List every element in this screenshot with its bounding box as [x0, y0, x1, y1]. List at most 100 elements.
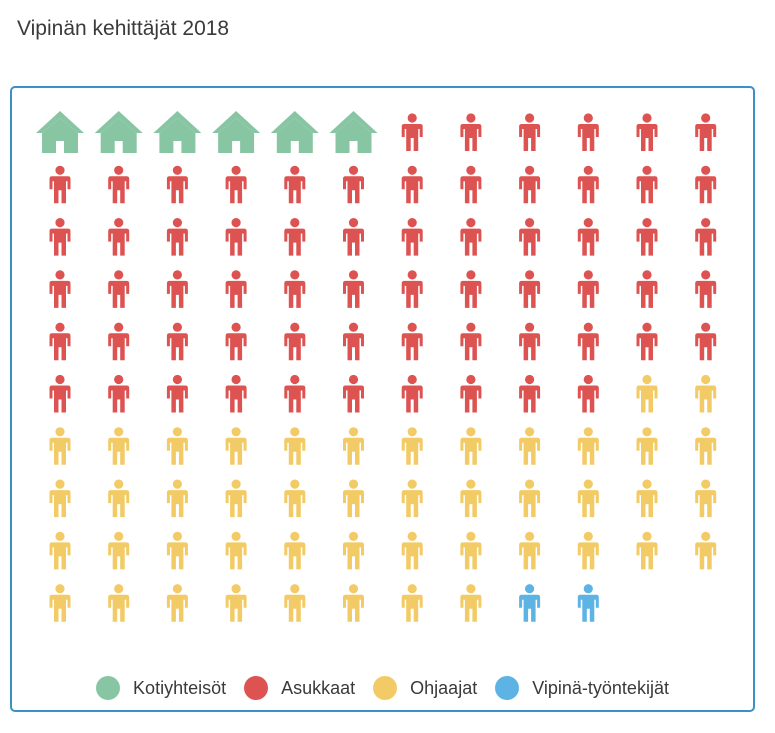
person-icon [225, 427, 247, 465]
person-icon [401, 322, 423, 361]
person-icon [577, 374, 599, 413]
person-icon [519, 584, 541, 622]
legend: Kotiyhteisöt Asukkaat Ohjaajat Vipinä-työnt… [12, 674, 753, 702]
person-icon [577, 270, 599, 308]
person-icon [166, 270, 188, 308]
person-icon [166, 584, 188, 622]
person-icon [577, 427, 599, 465]
legend-item[interactable]: Vipinä-työntekijät [495, 676, 669, 700]
house-icon [153, 111, 202, 153]
person-icon [166, 322, 188, 361]
person-icon [284, 584, 306, 622]
person-icon [401, 479, 423, 518]
person-icon [108, 218, 130, 256]
person-icon [108, 374, 130, 413]
person-icon [166, 479, 188, 518]
person-icon [460, 427, 482, 465]
person-icon [49, 322, 71, 361]
legend-item[interactable]: Ohjaajat [373, 676, 477, 700]
person-icon [108, 270, 130, 308]
person-icon [695, 113, 717, 151]
person-icon [577, 584, 599, 622]
chart-title: Vipinän kehittäjät 2018 [17, 17, 230, 40]
person-icon [49, 427, 71, 465]
person-icon [284, 322, 306, 361]
house-icon [36, 111, 84, 153]
person-icon [695, 531, 717, 570]
person-icon [519, 531, 541, 570]
person-icon [577, 322, 599, 361]
person-icon [284, 427, 306, 465]
person-icon [225, 322, 247, 361]
person-icon [460, 270, 482, 308]
person-icon [401, 218, 423, 256]
person-icon [284, 218, 306, 256]
person-icon [284, 479, 306, 518]
person-icon [577, 531, 599, 570]
house-icon [270, 111, 319, 153]
legend-swatch [495, 676, 520, 700]
person-icon [166, 427, 188, 465]
person-icon [519, 427, 541, 465]
person-icon [49, 479, 71, 518]
legend-swatch [96, 676, 121, 700]
person-icon [401, 270, 423, 308]
person-icon [343, 270, 364, 308]
person-icon [636, 113, 658, 151]
person-icon [519, 479, 541, 518]
legend-swatch [373, 676, 398, 700]
person-icon [695, 479, 717, 518]
person-icon [343, 322, 364, 361]
person-icon [401, 113, 423, 151]
person-icon [401, 584, 423, 622]
person-icon [225, 165, 247, 204]
person-icon [519, 165, 541, 204]
person-icon [108, 584, 130, 622]
legend-item[interactable]: Kotiyhteisöt [96, 676, 226, 700]
house-icon [329, 111, 378, 153]
person-icon [460, 479, 482, 518]
person-icon [519, 322, 541, 361]
person-icon [460, 113, 482, 151]
person-icon [401, 427, 423, 465]
person-icon [577, 218, 599, 256]
person-icon [460, 584, 482, 622]
person-icon [695, 270, 717, 308]
person-icon [343, 584, 364, 622]
legend-label: Ohjaajat [410, 677, 478, 698]
person-icon [284, 374, 306, 413]
person-icon [401, 165, 423, 204]
legend-label: Asukkaat [281, 677, 356, 698]
person-icon [636, 479, 658, 518]
person-icon [695, 165, 717, 204]
person-icon [577, 479, 599, 518]
person-icon [343, 479, 364, 518]
person-icon [519, 270, 541, 308]
person-icon [49, 270, 71, 308]
legend-item[interactable]: Asukkaat [244, 676, 355, 700]
person-icon [695, 322, 717, 361]
person-icon [343, 374, 364, 413]
person-icon [460, 322, 482, 361]
person-icon [343, 531, 364, 570]
person-icon [636, 270, 658, 308]
person-icon [695, 218, 717, 256]
person-icon [636, 165, 658, 204]
person-icon [108, 322, 130, 361]
person-icon [519, 113, 541, 151]
person-icon [225, 218, 247, 256]
person-icon [401, 374, 423, 413]
person-icon [166, 374, 188, 413]
person-icon [49, 584, 71, 622]
person-icon [49, 374, 71, 413]
person-icon [166, 531, 188, 570]
house-icon [94, 111, 143, 153]
person-icon [636, 218, 658, 256]
person-icon [695, 374, 717, 413]
person-icon [343, 218, 364, 256]
person-icon [284, 270, 306, 308]
person-icon [460, 531, 482, 570]
person-icon [225, 531, 247, 570]
person-icon [108, 165, 130, 204]
person-icon [225, 479, 247, 518]
